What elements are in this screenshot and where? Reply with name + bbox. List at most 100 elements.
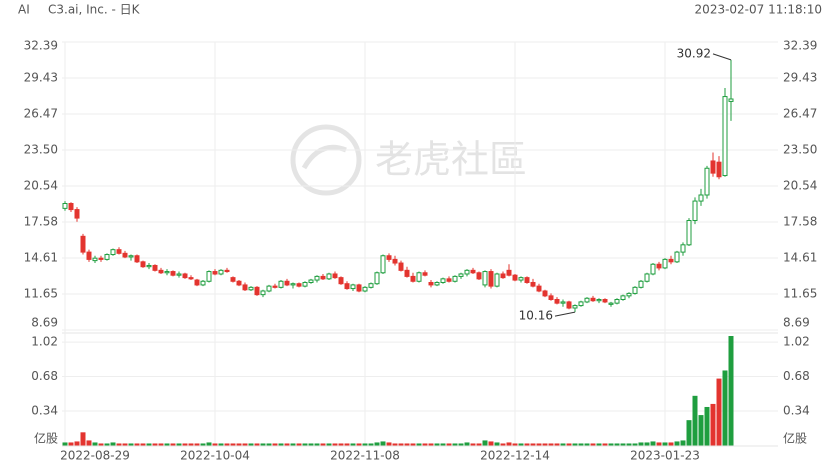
candle-body: [428, 281, 434, 286]
volume-bar: [272, 443, 278, 446]
volume-bar: [404, 443, 410, 446]
candle-body: [686, 220, 692, 246]
volume-bar: [236, 443, 242, 446]
volume-bar: [374, 442, 380, 446]
volume-bar: [290, 443, 296, 446]
volume-bar: [242, 443, 248, 446]
candle-body: [572, 305, 578, 309]
volume-bar: [602, 443, 608, 446]
x-tick-label: 2022-11-08: [330, 449, 400, 463]
volume-bar: [632, 443, 638, 446]
y-tick-label-right: 17.58: [783, 214, 817, 228]
volume-bar: [452, 443, 458, 446]
volume-bar: [218, 443, 224, 446]
candle-body: [350, 284, 356, 290]
volume-bar: [110, 442, 116, 446]
candle-body: [446, 278, 452, 282]
volume-bar: [692, 395, 698, 446]
candle-body: [230, 277, 236, 282]
volume-bar: [614, 443, 620, 446]
volume-bar: [560, 443, 566, 446]
volume-bar: [554, 443, 560, 446]
volume-bar: [200, 443, 206, 446]
volume-bar: [182, 443, 188, 446]
volume-bar: [206, 442, 212, 446]
volume-bar: [188, 443, 194, 446]
candle-body: [458, 273, 464, 277]
volume-bar: [326, 443, 332, 446]
volume-bar: [524, 443, 530, 446]
volume-unit-right: 亿股: [783, 431, 807, 446]
volume-bar: [662, 442, 668, 446]
volume-bar: [476, 443, 482, 446]
candle-body: [344, 283, 350, 290]
volume-bar: [446, 443, 452, 446]
candle-body: [482, 271, 488, 286]
candle-body: [380, 255, 386, 274]
watermark-logo-stroke: [301, 144, 347, 170]
volume-bar: [638, 442, 644, 446]
volume-bar: [338, 443, 344, 446]
volume-bar: [674, 441, 680, 446]
candle-body: [710, 160, 716, 174]
y-tick-label: 11.65: [24, 287, 58, 301]
candle-body: [554, 298, 560, 304]
candle-body: [242, 284, 248, 291]
volume-bar: [152, 443, 158, 446]
candle-body: [422, 272, 428, 276]
candle-body: [218, 269, 224, 275]
candle-body: [488, 271, 494, 287]
y-tick-label-right: 29.43: [783, 70, 817, 84]
candle-body: [500, 273, 506, 279]
volume-bar: [698, 415, 704, 446]
volume-bar: [656, 442, 662, 446]
volume-bar: [98, 443, 104, 446]
volume-bar: [266, 443, 272, 446]
candle-body: [698, 194, 704, 202]
volume-bar: [536, 443, 542, 446]
volume-bar: [704, 406, 710, 446]
volume-bar: [164, 443, 170, 446]
volume-bar: [422, 443, 428, 446]
candle-body: [374, 272, 380, 285]
volume-bar: [716, 378, 722, 446]
volume-tick-label: 0.68: [31, 369, 58, 383]
volume-bar: [224, 443, 230, 446]
y-tick-label-right: 26.47: [783, 106, 817, 120]
candle-body: [296, 283, 302, 287]
volume-bar: [608, 443, 614, 446]
y-tick-label-right: 11.65: [783, 287, 817, 301]
volume-bar: [722, 370, 728, 446]
candle-body: [662, 258, 668, 269]
candle-body: [602, 298, 608, 303]
volume-bar: [362, 443, 368, 446]
candle-body: [62, 202, 68, 209]
volume-bar: [128, 443, 134, 446]
volume-bar: [158, 443, 164, 446]
volume-bar: [530, 443, 536, 446]
candle-body: [188, 277, 194, 280]
volume-bar: [410, 443, 416, 446]
volume-bar: [86, 440, 92, 446]
y-tick-label: 17.58: [24, 214, 58, 228]
candle-body: [596, 298, 602, 302]
volume-bar: [512, 443, 518, 446]
candle-body: [68, 202, 74, 211]
candle-body: [704, 167, 710, 196]
candle-body: [206, 271, 212, 282]
candle-body: [410, 275, 416, 282]
y-tick-label: 26.47: [24, 106, 58, 120]
volume-bar: [500, 443, 506, 446]
candle-body: [170, 271, 176, 276]
volume-bar: [398, 443, 404, 446]
candle-body: [176, 273, 182, 276]
candle-body: [164, 271, 170, 274]
volume-bar: [332, 443, 338, 446]
candle-body: [650, 263, 656, 275]
volume-bar: [710, 403, 716, 446]
candle-body: [74, 209, 80, 219]
volume-bar: [320, 443, 326, 446]
y-tick-label: 29.43: [24, 70, 58, 84]
volume-bar: [386, 442, 392, 446]
candle-body: [584, 297, 590, 303]
